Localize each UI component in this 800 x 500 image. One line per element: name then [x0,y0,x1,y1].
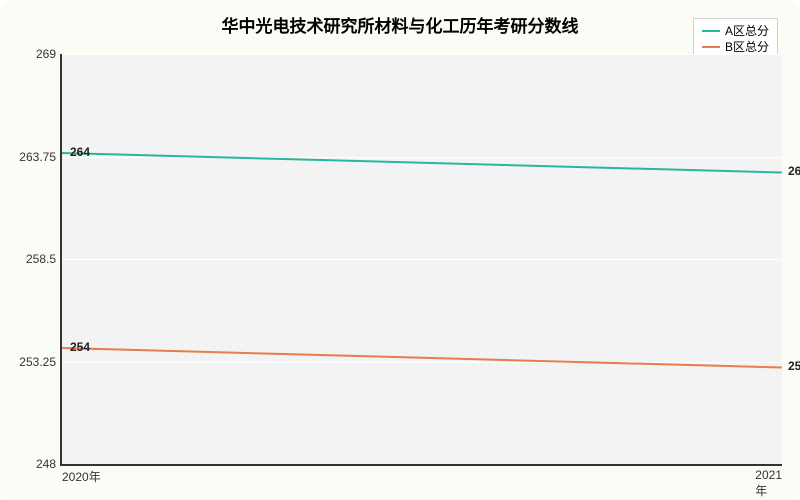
legend-label-b: B区总分 [725,39,769,55]
point-label: 264 [70,145,90,159]
chart-title: 华中光电技术研究所材料与化工历年考研分数线 [0,12,800,37]
y-tick-label: 258.5 [26,252,62,266]
y-tick-label: 269 [36,47,62,61]
series-line [62,347,782,369]
point-label: 263 [788,164,800,178]
gridline [62,259,782,260]
legend-swatch-a [702,30,720,32]
chart-container: 华中光电技术研究所材料与化工历年考研分数线 A区总分 B区总分 248253.2… [0,0,800,500]
gridline [62,54,782,55]
y-tick-label: 263.75 [19,150,62,164]
x-tick-label: 2020年 [62,464,101,485]
gridline [62,362,782,363]
y-tick-label: 248 [36,457,62,471]
plot-area: 248253.25258.5263.752692020年2021年2642632… [60,54,782,466]
legend-item-b: B区总分 [702,39,769,55]
point-label: 254 [70,340,90,354]
x-tick-label: 2021年 [755,464,782,499]
legend-item-a: A区总分 [702,23,769,39]
y-tick-label: 253.25 [19,355,62,369]
legend-label-a: A区总分 [725,23,769,39]
series-line [62,152,782,174]
point-label: 253 [788,359,800,373]
legend-swatch-b [702,46,720,48]
